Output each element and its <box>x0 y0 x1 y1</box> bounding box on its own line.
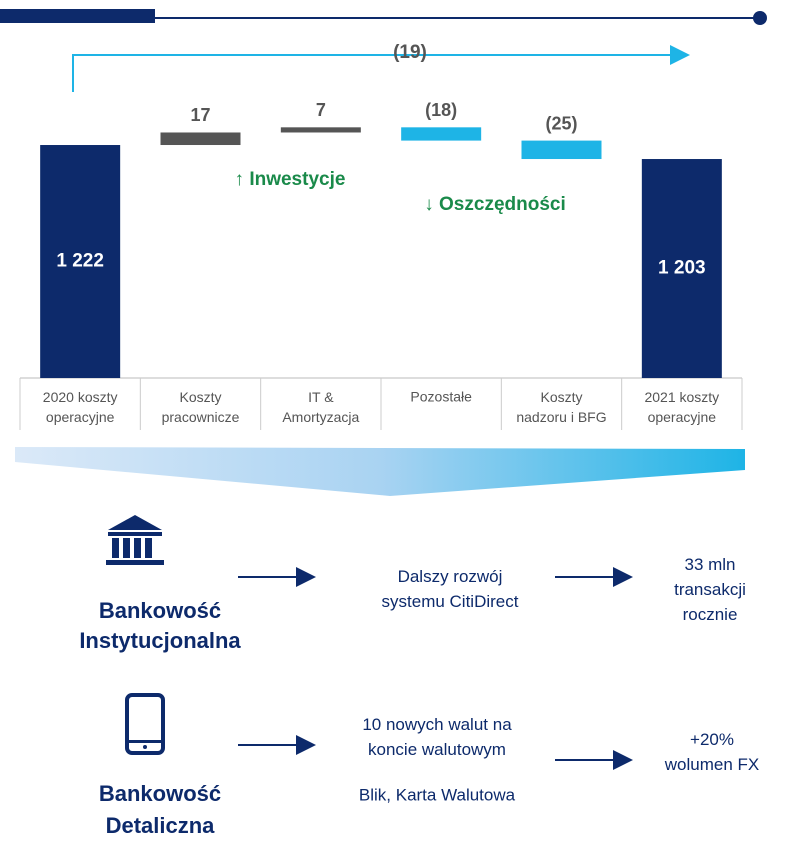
section-title: Bankowość Instytucjonalna <box>79 598 241 653</box>
bank-icon <box>106 515 164 565</box>
section-title: Bankowość Detaliczna <box>99 781 221 838</box>
x-tick-label: Koszty pracownicze <box>162 389 240 425</box>
change-arrow <box>72 45 690 92</box>
x-tick-label: 2020 koszty operacyjne <box>43 389 118 425</box>
section-note: Blik, Karta Walutowa <box>359 785 516 804</box>
value-label: 1 203 <box>658 258 706 279</box>
x-tick-label: IT & Amortyzacja <box>282 389 359 425</box>
section-result: 33 mln transakcji rocznie <box>674 555 746 624</box>
chevron <box>15 447 745 496</box>
bar <box>521 140 602 160</box>
x-tick-label: Koszty nadzoru i BFG <box>516 389 606 425</box>
section-action: Dalszy rozwój systemu CitiDirect <box>382 567 519 611</box>
value-label: 7 <box>316 100 326 120</box>
value-label: (25) <box>545 113 577 133</box>
header-dot <box>753 11 767 25</box>
bar <box>160 132 241 146</box>
annotation: ↑ Inwestycje <box>235 169 346 190</box>
bar <box>401 127 482 141</box>
x-tick-label: Pozostałe <box>410 389 472 405</box>
bar <box>641 159 722 378</box>
bar <box>40 145 121 378</box>
phone-icon <box>125 693 165 755</box>
annotation: ↓ Oszczędności <box>424 194 566 215</box>
x-tick-label: 2021 koszty operacyjne <box>644 389 719 425</box>
header-bar <box>0 9 155 23</box>
section-action: 10 nowych walut na koncie walutowym <box>362 715 512 759</box>
value-label: 1 222 <box>56 251 104 272</box>
total-change-label: (19) <box>393 42 427 63</box>
value-label: 17 <box>190 105 210 125</box>
bar <box>280 127 361 133</box>
section-result: +20% wolumen FX <box>664 730 759 774</box>
value-label: (18) <box>425 100 457 120</box>
